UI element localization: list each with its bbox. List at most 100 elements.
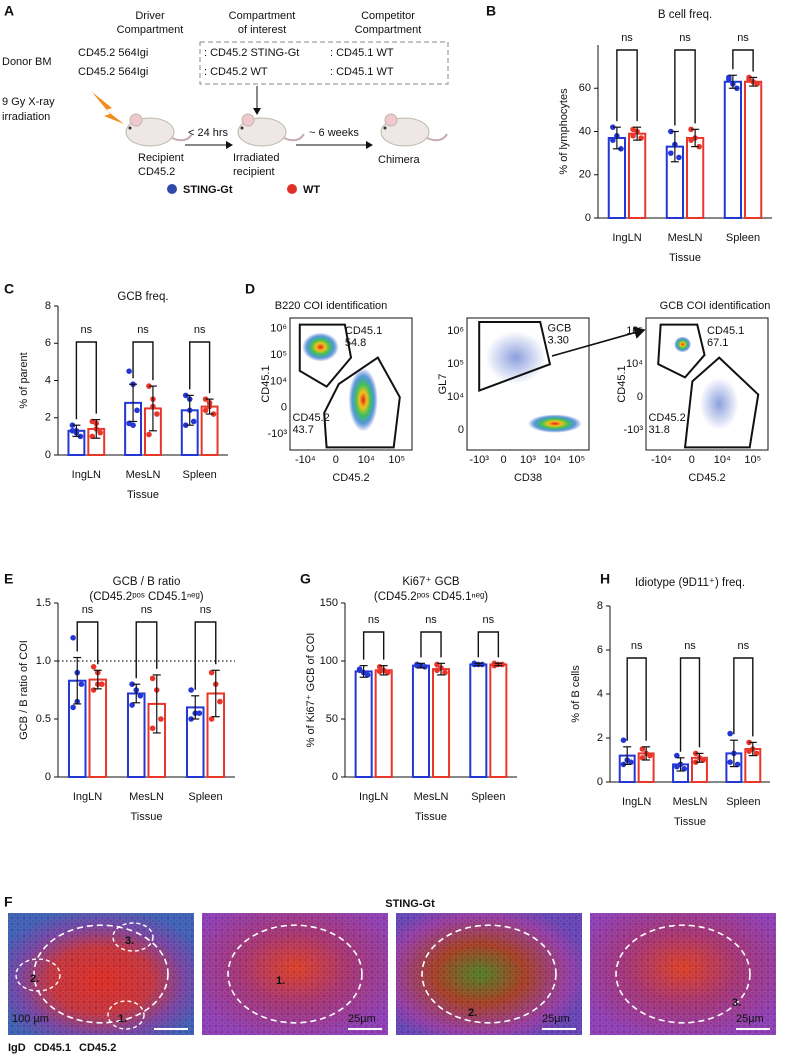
data-point bbox=[384, 669, 391, 676]
donor-cell: : CD45.1 WT bbox=[330, 47, 394, 59]
y-axis-label: % of Ki67⁺ GCB of COI bbox=[305, 633, 317, 748]
step-label: Chimera bbox=[378, 154, 420, 166]
row-label: Donor BM bbox=[2, 56, 52, 68]
significance-label: ns bbox=[425, 614, 437, 626]
bar bbox=[432, 668, 451, 778]
chart-title: B cell freq. bbox=[658, 9, 712, 21]
y-tick-label: 0 bbox=[585, 212, 591, 224]
micrograph-texture bbox=[8, 913, 194, 1035]
data-point bbox=[442, 669, 448, 676]
x-axis-label: Tissue bbox=[669, 252, 701, 264]
panel-label: A bbox=[4, 3, 14, 19]
data-point bbox=[158, 716, 164, 722]
significance-label: ns bbox=[679, 32, 691, 44]
bar bbox=[686, 136, 705, 219]
y-tick-label: 2 bbox=[597, 732, 603, 744]
significance-label: ns bbox=[81, 324, 93, 336]
gate-name: CD45.2 bbox=[292, 412, 329, 424]
column-header: Driver bbox=[135, 10, 165, 22]
germinal-center-outline bbox=[33, 924, 169, 1024]
micrograph-texture bbox=[590, 913, 776, 1035]
data-point bbox=[639, 755, 646, 761]
density-cloud bbox=[348, 368, 378, 432]
density-cloud bbox=[699, 377, 739, 431]
y-tick-label: 10⁴ bbox=[626, 358, 643, 370]
y-tick-label: 8 bbox=[45, 300, 51, 312]
y-tick-label: 4 bbox=[597, 688, 603, 700]
density-cloud bbox=[528, 414, 582, 433]
y-axis-label: % of parent bbox=[18, 352, 30, 408]
data-point bbox=[70, 635, 76, 641]
significance-label: ns bbox=[368, 614, 380, 626]
data-point bbox=[610, 137, 616, 143]
y-tick-label: 0 bbox=[281, 402, 287, 414]
significance-label: ns bbox=[137, 324, 149, 336]
significance-label: ns bbox=[483, 614, 495, 626]
plot-title: GCB COI identification bbox=[660, 300, 771, 312]
gate bbox=[323, 356, 401, 449]
x-tick-label: IngLN bbox=[622, 796, 651, 808]
data-point bbox=[746, 76, 752, 83]
channel-label: CD45.1 bbox=[34, 1042, 71, 1054]
irradiation-label: 9 Gy X-ray bbox=[2, 96, 55, 108]
column-header: Compartment bbox=[355, 24, 422, 36]
significance-label: ns bbox=[621, 32, 633, 44]
column-header: Competitor bbox=[361, 10, 415, 22]
data-point bbox=[639, 746, 646, 752]
y-tick-label: 10⁴ bbox=[447, 391, 464, 403]
gate-value: 31.8 bbox=[648, 424, 669, 436]
chart-title: Ki67⁺ GCB bbox=[402, 576, 460, 588]
y-tick-label: 60 bbox=[579, 82, 591, 94]
data-point bbox=[618, 146, 624, 152]
region-outline bbox=[107, 1000, 145, 1030]
x-tick-label: 10⁴ bbox=[358, 454, 375, 466]
x-tick-label: 10⁴ bbox=[544, 454, 561, 466]
region-label: 3. bbox=[732, 997, 741, 1009]
significance-bracket bbox=[674, 49, 696, 126]
gate-value: 67.1 bbox=[707, 337, 728, 349]
data-point bbox=[146, 431, 152, 438]
data-point bbox=[69, 427, 76, 434]
donor-cell: : CD45.2 STING-Gt bbox=[204, 47, 299, 59]
significance-bracket bbox=[732, 49, 754, 72]
step-label: recipient bbox=[233, 166, 275, 178]
mouse-eye bbox=[383, 126, 387, 130]
data-point bbox=[78, 681, 85, 687]
significance-label: ns bbox=[631, 640, 643, 652]
y-tick-label: -10³ bbox=[267, 428, 287, 440]
donor-cell: : CD45.1 WT bbox=[330, 66, 394, 78]
data-point bbox=[491, 662, 498, 669]
mouse-eye bbox=[240, 126, 244, 130]
y-tick-label: -10³ bbox=[623, 424, 643, 436]
step-label: CD45.2 bbox=[138, 166, 175, 178]
data-point bbox=[149, 675, 156, 682]
data-point bbox=[638, 135, 644, 141]
data-point bbox=[676, 154, 682, 161]
x-tick-label: 0 bbox=[501, 454, 507, 466]
data-point bbox=[126, 368, 132, 374]
significance-bracket bbox=[132, 341, 154, 381]
lightning-icon bbox=[92, 92, 124, 124]
x-axis-label: Tissue bbox=[674, 816, 706, 828]
data-point bbox=[630, 133, 636, 139]
x-tick-label: Spleen bbox=[188, 791, 222, 803]
donor-cell: CD45.2 564Igi bbox=[78, 47, 148, 59]
bar bbox=[489, 663, 508, 778]
significance-bracket bbox=[733, 657, 754, 737]
y-axis-label: % of lymphocytes bbox=[558, 88, 570, 175]
column-header: Compartment bbox=[229, 10, 296, 22]
data-point bbox=[97, 429, 104, 436]
column-header: Compartment bbox=[117, 24, 184, 36]
mouse-tail bbox=[426, 133, 448, 142]
x-tick-label: MesLN bbox=[668, 232, 703, 244]
data-point bbox=[668, 150, 674, 156]
region-label: 2. bbox=[30, 973, 39, 985]
data-point bbox=[130, 422, 136, 429]
germinal-center-outline bbox=[421, 924, 557, 1024]
arrow-label: < 24 hrs bbox=[188, 127, 229, 139]
scale-bar-label: 100 µm bbox=[12, 1013, 49, 1025]
x-axis-label: CD45.2 bbox=[688, 472, 725, 484]
data-point bbox=[479, 661, 486, 668]
bar bbox=[374, 669, 393, 779]
